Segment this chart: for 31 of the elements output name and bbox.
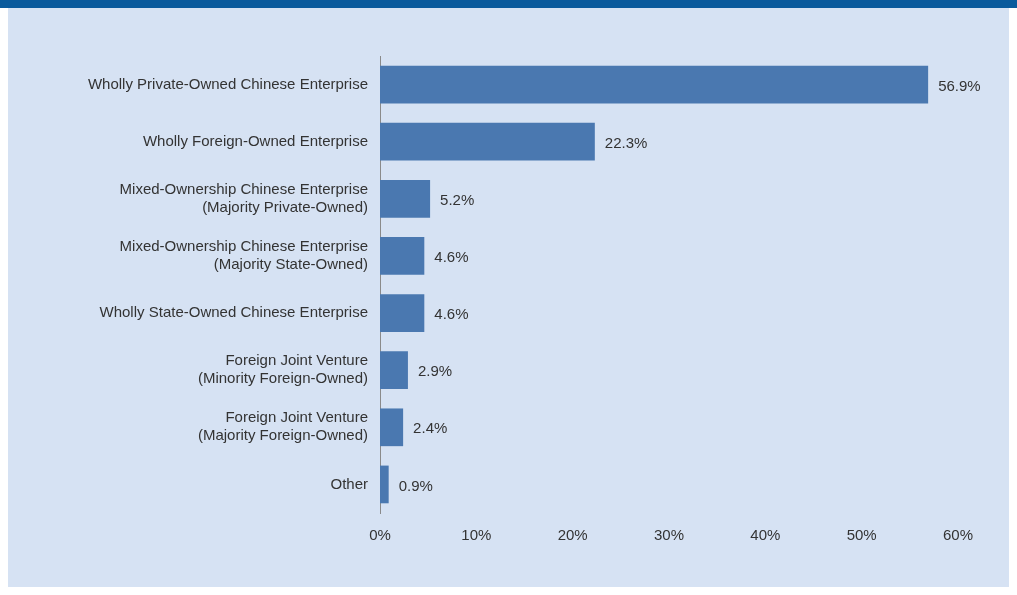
bar bbox=[380, 465, 389, 504]
bar bbox=[380, 351, 408, 390]
x-tick-label: 0% bbox=[369, 526, 391, 544]
data-label: 4.6% bbox=[434, 305, 469, 323]
y-tick-label: Wholly Private-Owned Chinese Enterprise bbox=[87, 74, 368, 92]
x-tick-label: 40% bbox=[750, 526, 781, 544]
data-label: 4.6% bbox=[434, 248, 469, 266]
data-label: 56.9% bbox=[938, 76, 981, 94]
bar bbox=[380, 294, 425, 332]
data-label: 0.9% bbox=[398, 476, 433, 494]
y-tick-label: Mixed-Ownership Chinese Enterprise (Majority Private-Owned) bbox=[119, 179, 368, 215]
x-tick-label: 60% bbox=[942, 526, 974, 544]
data-label: 22.3% bbox=[604, 133, 648, 151]
data-label: 2.9% bbox=[417, 362, 453, 380]
data-label: 5.2% bbox=[440, 190, 475, 208]
x-tick-label: 30% bbox=[653, 526, 685, 544]
y-tick-label: Wholly Foreign-Owned Enterprise bbox=[142, 131, 368, 149]
data-label: 2.4% bbox=[413, 419, 448, 437]
bar bbox=[380, 237, 425, 275]
y-tick-label: Mixed-Ownership Chinese Enterprise (Majority State-Owned) bbox=[119, 237, 368, 273]
y-tick-label: Foreign Joint Venture (Minority Foreign-Owned) bbox=[197, 351, 368, 387]
y-tick-label: Wholly State-Owned Chinese Enterprise bbox=[99, 303, 368, 321]
x-tick-label: 20% bbox=[557, 526, 588, 544]
y-tick-label: Foreign Joint Venture (Majority Foreign-Owned) bbox=[197, 408, 368, 444]
bar bbox=[380, 65, 929, 104]
y-tick-label: Other bbox=[330, 474, 368, 492]
bar bbox=[380, 408, 404, 447]
x-tick-label: 10% bbox=[461, 526, 492, 544]
bar bbox=[380, 122, 595, 161]
bar bbox=[380, 179, 431, 218]
x-tick-label: 50% bbox=[846, 526, 877, 544]
